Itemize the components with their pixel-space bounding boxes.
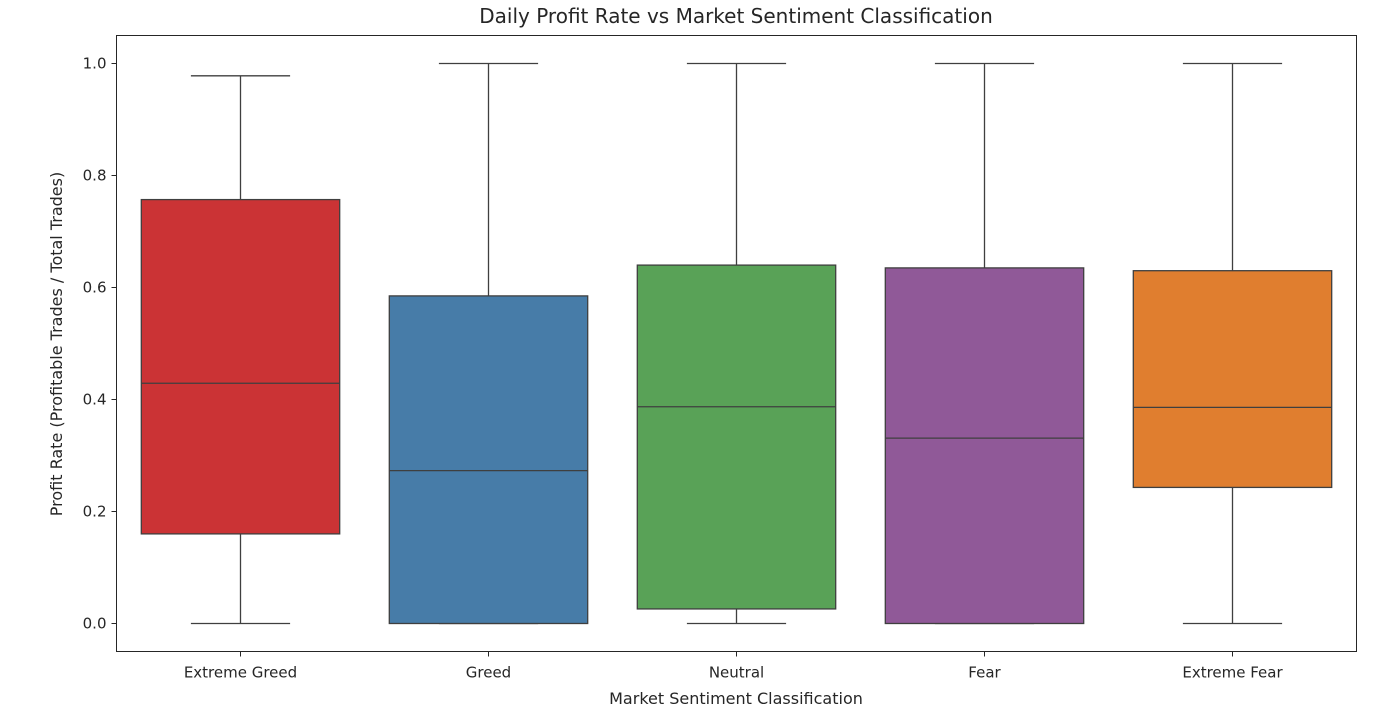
box-group <box>388 62 589 625</box>
x-tick-label: Extreme Fear <box>1182 664 1283 682</box>
box-iqr <box>140 198 341 535</box>
x-tick-label: Fear <box>968 664 1001 682</box>
y-tick-label: 0.4 <box>83 391 107 409</box>
y-tick-label: 0.2 <box>83 503 107 521</box>
box-group <box>140 75 341 625</box>
ticks-layer: Extreme Greed Greed Neutral Fear Extreme Fea… <box>83 55 1284 682</box>
x-tick-label: Neutral <box>709 664 764 682</box>
plot-frame <box>116 35 1357 652</box>
box-iqr <box>636 264 837 610</box>
x-axis-label: Market Sentiment Classification <box>609 689 863 708</box>
x-tick-label: Greed <box>466 664 511 682</box>
y-tick-label: 0.8 <box>83 167 107 185</box>
box-iqr <box>1132 270 1333 489</box>
box-iqr <box>388 295 589 625</box>
y-axis-label: Profit Rate (Profitable Trades / Total T… <box>47 172 66 516</box>
chart-title: Daily Profit Rate vs Market Sentiment Cl… <box>479 4 993 28</box>
y-tick-label: 1.0 <box>83 55 107 73</box>
y-tick-label: 0.6 <box>83 279 107 297</box>
x-tick-label: Extreme Greed <box>184 664 297 682</box>
boxes-layer <box>140 62 1333 625</box>
y-tick-label: 0.0 <box>83 615 107 633</box>
box-group <box>636 62 837 625</box>
box-group <box>1132 62 1333 625</box>
box-group <box>884 62 1085 625</box>
box-iqr <box>884 267 1085 625</box>
